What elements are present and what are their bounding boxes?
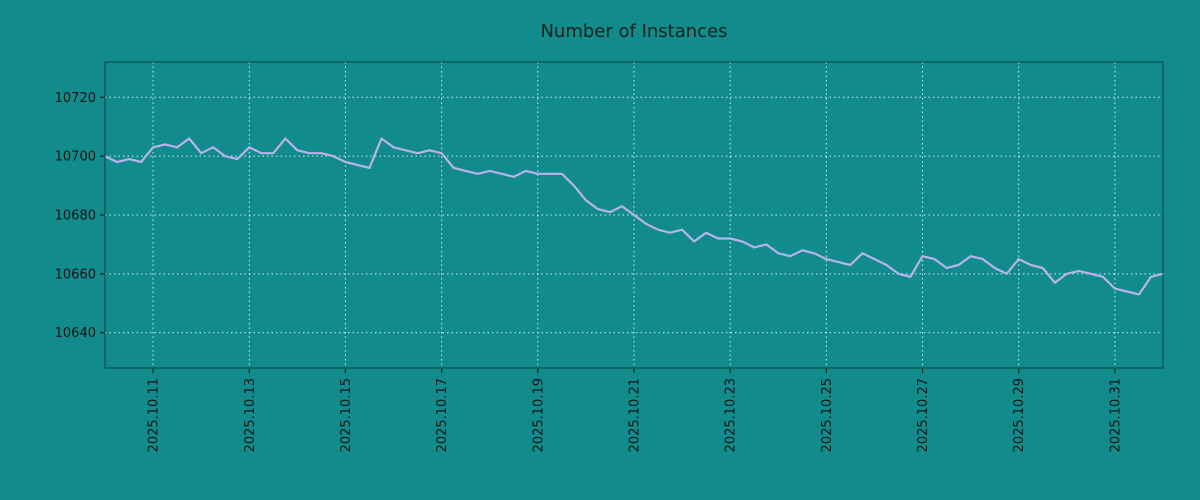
- x-tick-label: 2025.10.13: [243, 378, 258, 452]
- y-tick-label: 10660: [55, 267, 96, 282]
- x-tick-label: 2025.10.15: [339, 378, 354, 452]
- data-series: [103, 137, 1165, 296]
- x-tick-label: 2025.10.17: [435, 378, 450, 452]
- y-tick-label: 10720: [55, 91, 96, 106]
- x-tick-label: 2025.10.21: [628, 378, 643, 452]
- x-tick-label: 2025.10.29: [1012, 378, 1027, 452]
- x-tick-label: 2025.10.19: [531, 378, 546, 452]
- axes: [100, 61, 1164, 373]
- tick-labels: 10640 10660 10680 10700 10720 2025.10.11 2025.…: [55, 91, 1124, 453]
- y-tick-label: 10640: [55, 326, 96, 341]
- x-tick-label: 2025.10.27: [916, 378, 931, 452]
- x-tick-label: 2025.10.25: [820, 378, 835, 452]
- y-tick-label: 10700: [55, 150, 96, 165]
- x-tick-label: 2025.10.23: [724, 378, 739, 452]
- x-tick-label: 2025.10.11: [147, 378, 162, 452]
- x-tick-label: 2025.10.31: [1108, 378, 1123, 452]
- instances-line: [103, 137, 1165, 296]
- chart-title: Number of Instances: [540, 21, 727, 42]
- y-tick-label: 10680: [55, 209, 96, 224]
- plot-border: [104, 61, 1164, 369]
